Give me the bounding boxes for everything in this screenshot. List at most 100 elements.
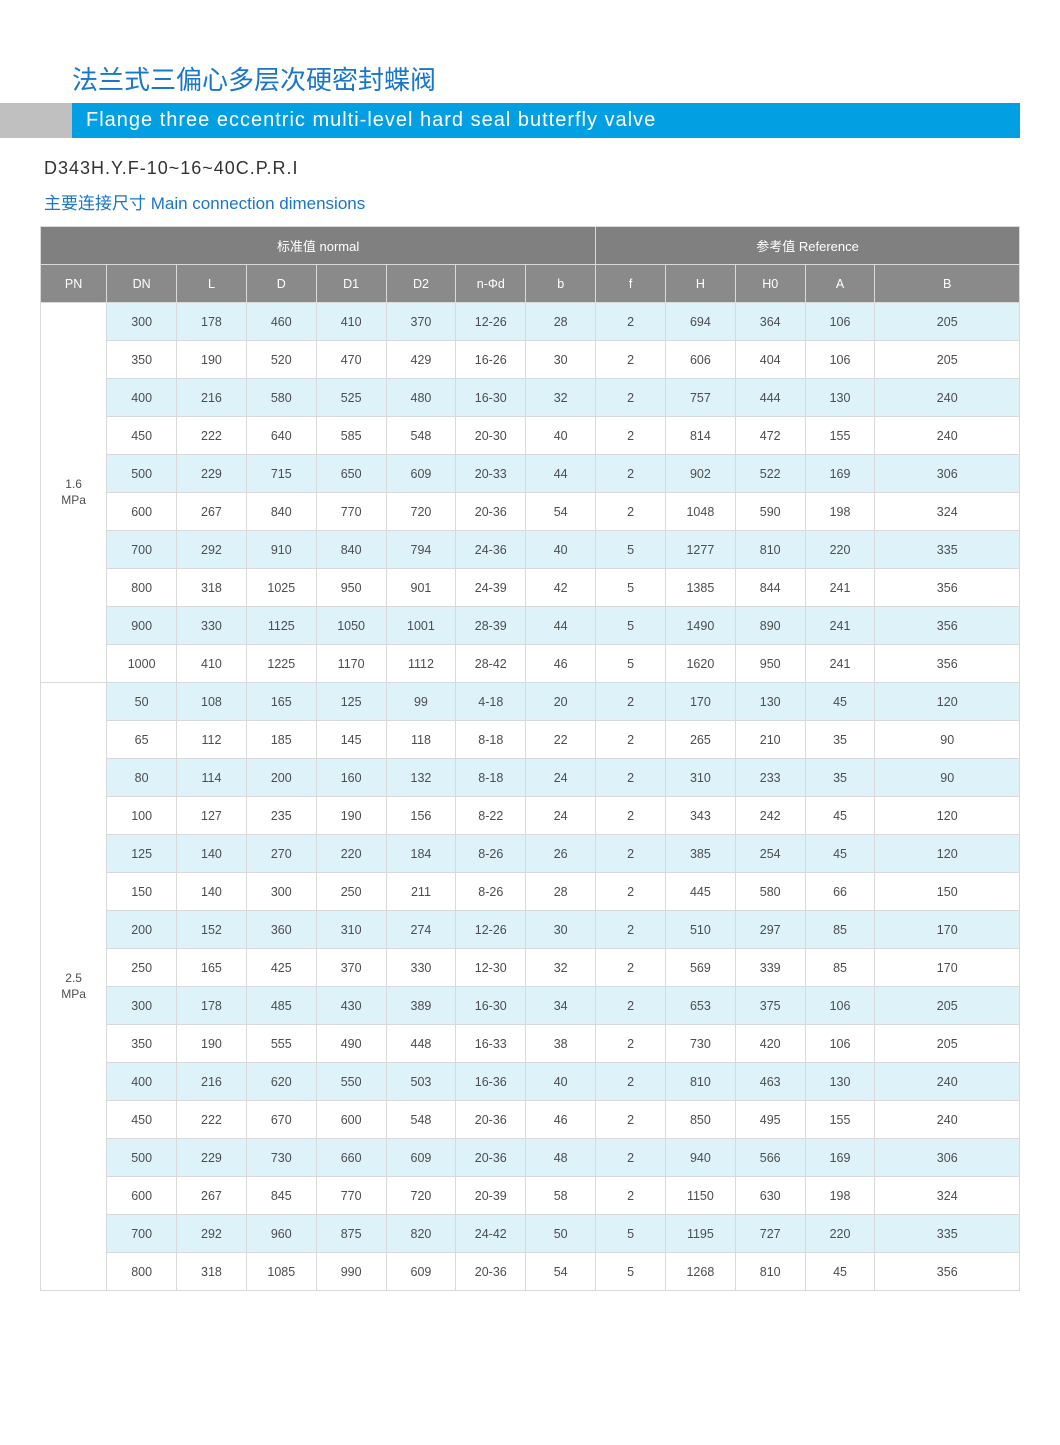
cell: 50 (107, 683, 177, 721)
cell: 44 (526, 455, 596, 493)
cell: 715 (246, 455, 316, 493)
cell: 54 (526, 1253, 596, 1291)
cell: 389 (386, 987, 456, 1025)
cell: 410 (177, 645, 247, 683)
cell: 152 (177, 911, 247, 949)
cell: 1001 (386, 607, 456, 645)
cell: 155 (805, 417, 875, 455)
table-row: 70029296087582024-425051195727220335 (41, 1215, 1020, 1253)
cell: 310 (316, 911, 386, 949)
column-header: D1 (316, 265, 386, 303)
cell: 356 (875, 1253, 1020, 1291)
cell: 2 (596, 683, 666, 721)
cell: 292 (177, 531, 247, 569)
table-row: 20015236031027412-2630251029785170 (41, 911, 1020, 949)
cell: 300 (107, 987, 177, 1025)
cell: 2 (596, 797, 666, 835)
cell: 356 (875, 645, 1020, 683)
table-row: 801142001601328-182423102333590 (41, 759, 1020, 797)
cell: 1150 (665, 1177, 735, 1215)
header-normal: 标准值 normal (41, 227, 596, 265)
cell: 20-30 (456, 417, 526, 455)
cell: 410 (316, 303, 386, 341)
cell: 730 (246, 1139, 316, 1177)
cell: 24-42 (456, 1215, 526, 1253)
cell: 12-26 (456, 303, 526, 341)
cell: 28-39 (456, 607, 526, 645)
cell: 950 (735, 645, 805, 683)
cell: 24 (526, 797, 596, 835)
cell: 2 (596, 987, 666, 1025)
cell: 35 (805, 759, 875, 797)
cell: 727 (735, 1215, 805, 1253)
cell: 125 (107, 835, 177, 873)
cell: 45 (805, 797, 875, 835)
cell: 1085 (246, 1253, 316, 1291)
title-chinese: 法兰式三偏心多层次硬密封蝶阀 (72, 60, 1020, 97)
cell: 770 (316, 493, 386, 531)
cell: 16-30 (456, 987, 526, 1025)
page: 法兰式三偏心多层次硬密封蝶阀 Flange three eccentric mu… (0, 0, 1060, 1331)
cell: 211 (386, 873, 456, 911)
column-header: B (875, 265, 1020, 303)
cell: 229 (177, 1139, 247, 1177)
cell: 30 (526, 911, 596, 949)
cell: 950 (316, 569, 386, 607)
cell: 700 (107, 531, 177, 569)
cell: 5 (596, 531, 666, 569)
cell: 300 (246, 873, 316, 911)
cell: 850 (665, 1101, 735, 1139)
cell: 118 (386, 721, 456, 759)
dimension-table: 标准值 normal 参考值 Reference PNDNLDD1D2n-Φdb… (40, 226, 1020, 1291)
cell: 65 (107, 721, 177, 759)
cell: 900 (107, 607, 177, 645)
cell: 550 (316, 1063, 386, 1101)
cell: 370 (316, 949, 386, 987)
cell: 840 (316, 531, 386, 569)
cell: 350 (107, 1025, 177, 1063)
cell: 165 (177, 949, 247, 987)
cell: 198 (805, 1177, 875, 1215)
cell: 606 (665, 341, 735, 379)
cell: 330 (386, 949, 456, 987)
cell: 1490 (665, 607, 735, 645)
cell: 267 (177, 493, 247, 531)
cell: 241 (805, 645, 875, 683)
cell: 335 (875, 1215, 1020, 1253)
cell: 50 (526, 1215, 596, 1253)
table-row: 90033011251050100128-394451490890241356 (41, 607, 1020, 645)
cell: 385 (665, 835, 735, 873)
cell: 310 (665, 759, 735, 797)
cell: 485 (246, 987, 316, 1025)
cell: 20-36 (456, 1101, 526, 1139)
cell: 810 (735, 1253, 805, 1291)
column-header: PN (41, 265, 107, 303)
cell: 20-33 (456, 455, 526, 493)
cell: 522 (735, 455, 805, 493)
table-row: 45022264058554820-30402814472155240 (41, 417, 1020, 455)
cell: 240 (875, 1063, 1020, 1101)
cell: 2 (596, 1139, 666, 1177)
cell: 429 (386, 341, 456, 379)
cell: 490 (316, 1025, 386, 1063)
cell: 240 (875, 417, 1020, 455)
cell: 548 (386, 417, 456, 455)
cell: 720 (386, 1177, 456, 1215)
cell: 125 (316, 683, 386, 721)
cell: 653 (665, 987, 735, 1025)
cell: 444 (735, 379, 805, 417)
cell: 609 (386, 455, 456, 493)
cell: 20-36 (456, 1253, 526, 1291)
cell: 940 (665, 1139, 735, 1177)
table-row: 2.5MPa50108165125994-1820217013045120 (41, 683, 1020, 721)
cell: 42 (526, 569, 596, 607)
cell: 160 (316, 759, 386, 797)
cell: 40 (526, 531, 596, 569)
cell: 1225 (246, 645, 316, 683)
cell: 12-26 (456, 911, 526, 949)
table-head: 标准值 normal 参考值 Reference PNDNLDD1D2n-Φdb… (41, 227, 1020, 303)
cell: 45 (805, 835, 875, 873)
cell: 450 (107, 417, 177, 455)
cell: 520 (246, 341, 316, 379)
cell: 205 (875, 303, 1020, 341)
